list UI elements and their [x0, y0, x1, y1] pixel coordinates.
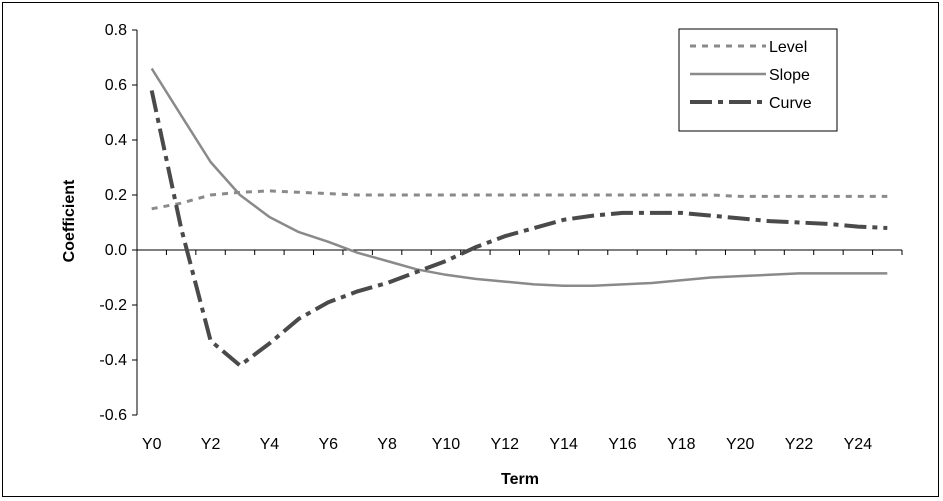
- legend-box: [678, 28, 838, 132]
- y-tick-label: 0.8: [105, 22, 127, 39]
- y-tick-label: 0.6: [105, 77, 127, 94]
- x-tick-label: Y12: [491, 436, 520, 453]
- x-axis-title: Term: [501, 471, 539, 488]
- x-tick-label: Y24: [844, 436, 873, 453]
- series-line-level: [151, 189, 888, 211]
- y-tick-label: 0.0: [105, 242, 127, 259]
- x-tick-label: Y22: [785, 436, 814, 453]
- series-line-slope: [150, 67, 888, 288]
- x-tick-label: Y14: [549, 436, 578, 453]
- x-tick-label: Y4: [260, 436, 280, 453]
- legend: Level Slope Curve: [678, 28, 838, 132]
- y-tick-label: -0.6: [99, 407, 127, 424]
- legend-label-curve: Curve: [769, 95, 812, 112]
- y-tick-label: -0.4: [99, 352, 127, 369]
- series-lines: [149, 67, 888, 368]
- x-tick-label: Y16: [608, 436, 637, 453]
- axes: [132, 29, 903, 416]
- y-tick-label: 0.4: [105, 132, 127, 149]
- x-tick-label: Y8: [377, 436, 397, 453]
- x-tick-label: Y2: [201, 436, 221, 453]
- y-tick-label: 0.2: [105, 187, 127, 204]
- x-tick-label: Y6: [318, 436, 338, 453]
- series-line-curve: [149, 90, 888, 368]
- legend-label-level: Level: [769, 39, 807, 56]
- legend-label-slope: Slope: [769, 67, 810, 84]
- y-axis-title: Coefficient: [61, 179, 78, 262]
- tick-labels: 0.8 0.6 0.4 0.2 0.0 -0.2 -0.4 -0.6 Y0 Y2 Y4 Y6 Y8 Y10…: [99, 22, 872, 453]
- x-tick-label: Y18: [667, 436, 696, 453]
- x-tick-label: Y10: [432, 436, 461, 453]
- y-tick-label: -0.2: [99, 297, 127, 314]
- x-tick-label: Y20: [726, 436, 755, 453]
- x-tick-label: Y0: [142, 436, 162, 453]
